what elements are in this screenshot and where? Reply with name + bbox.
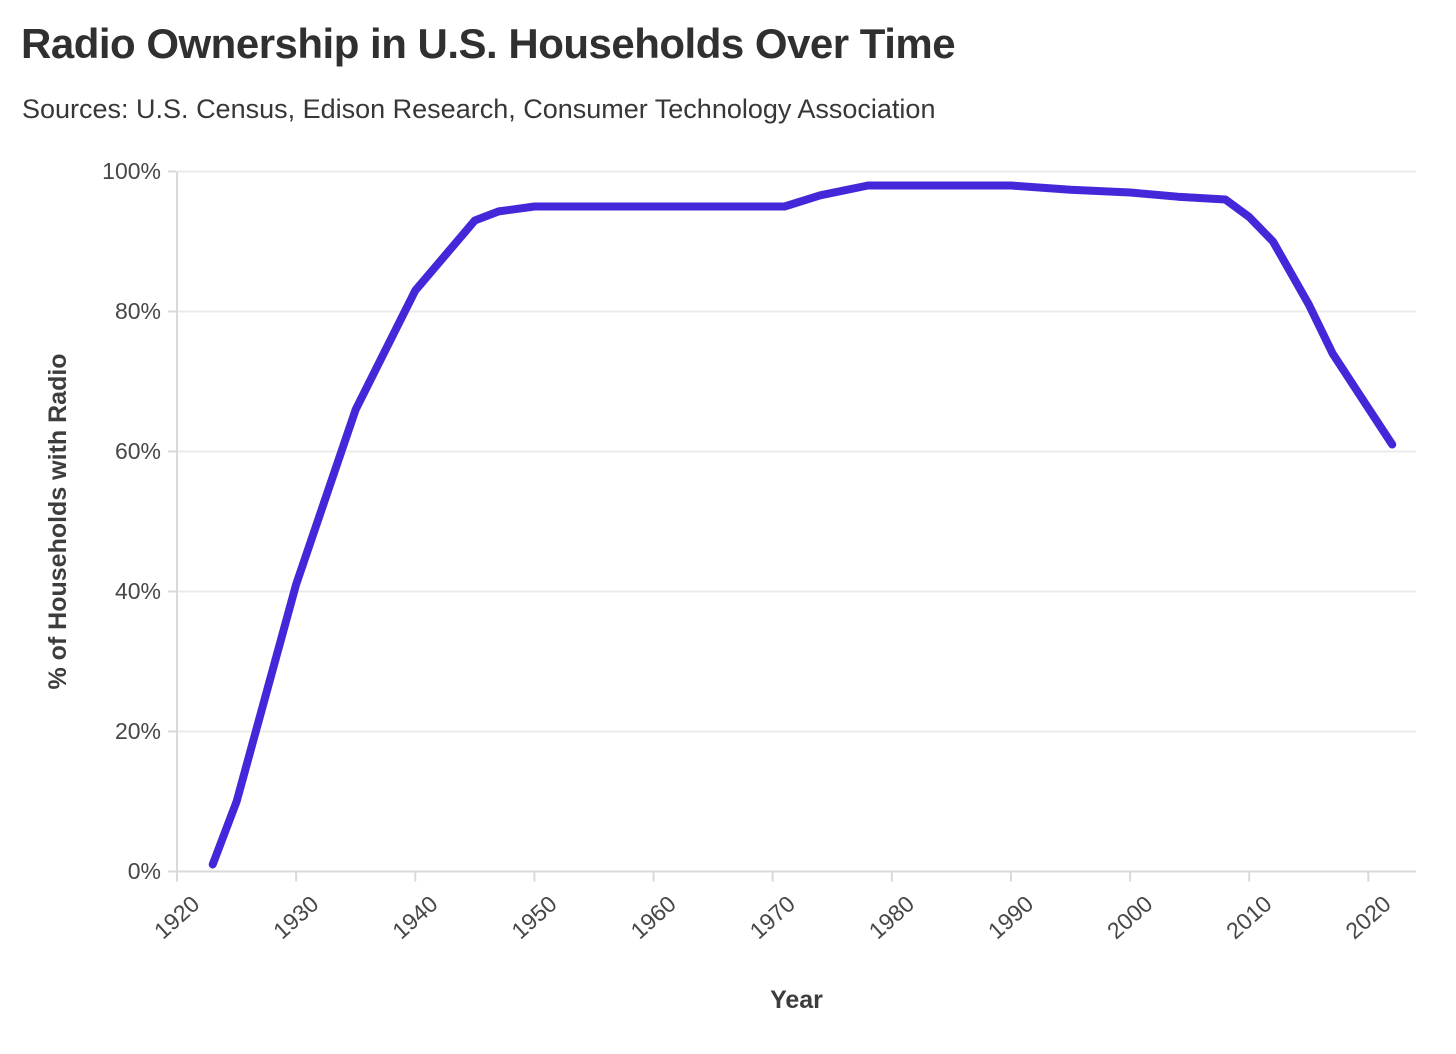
y-tick-label-80: 80%	[115, 298, 161, 324]
x-tick-label-1980: 1980	[864, 890, 919, 944]
x-tick-label-2020: 2020	[1340, 890, 1395, 944]
x-tick-label-2000: 2000	[1102, 890, 1157, 944]
x-tick-label-1970: 1970	[745, 890, 800, 944]
x-tick-label-1960: 1960	[625, 890, 680, 944]
series-line-0	[208, 181, 1397, 869]
y-tick-label-20: 20%	[115, 718, 161, 744]
gridlines	[177, 170, 1416, 733]
y-tick-label-100: 100%	[102, 158, 161, 184]
chart-title: Radio Ownership in U.S. Households Over …	[21, 20, 956, 67]
x-tick-label-1930: 1930	[268, 890, 323, 944]
y-axis-title: % of Households with Radio	[44, 353, 72, 689]
y-tick-label-60: 60%	[115, 438, 161, 464]
x-tick-label-1940: 1940	[387, 890, 442, 944]
x-tick-label-2010: 2010	[1221, 890, 1276, 944]
y-tick-label-0: 0%	[128, 858, 161, 884]
tick-marks	[168, 170, 1370, 882]
chart-subtitle: Sources: U.S. Census, Edison Research, C…	[22, 94, 936, 124]
x-tick-label-1990: 1990	[983, 890, 1038, 944]
tick-labels: 0% 20% 40% 60% 80% 100% 1920 1930 1940 1950 1960 19…	[102, 158, 1396, 944]
axes	[168, 171, 1416, 873]
x-tick-label-1920: 1920	[149, 890, 204, 944]
x-tick-label-1950: 1950	[506, 890, 561, 944]
data-series	[208, 181, 1397, 869]
x-axis-title: Year	[770, 986, 823, 1014]
y-tick-label-40: 40%	[115, 578, 161, 604]
